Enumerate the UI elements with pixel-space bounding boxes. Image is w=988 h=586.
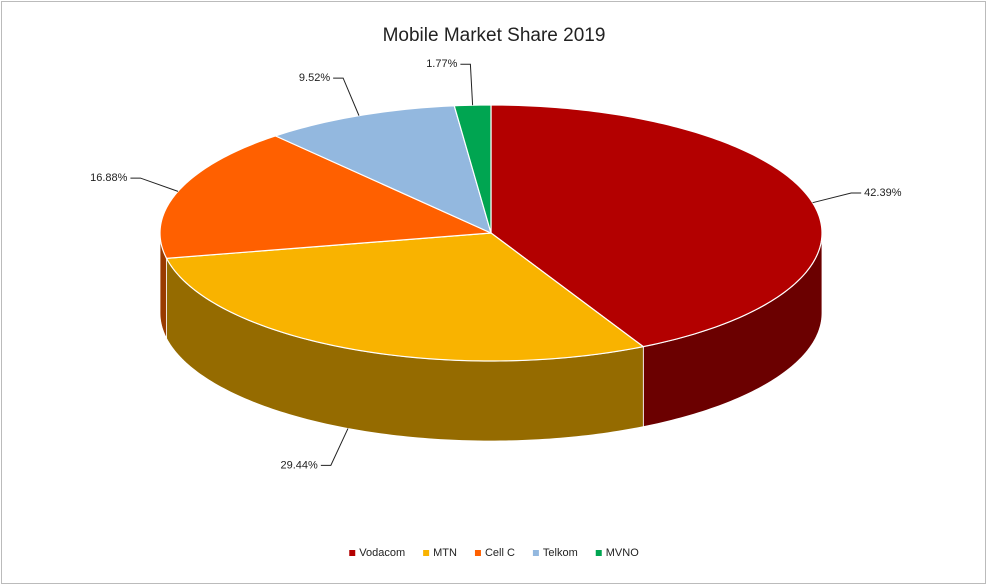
legend-label: MVNO [606, 547, 639, 559]
legend-swatch [595, 550, 602, 556]
legend-swatch [532, 550, 539, 556]
leader-line [130, 177, 179, 192]
chart-title: Mobile Market Share 2019 [383, 25, 606, 46]
legend-swatch [423, 550, 430, 556]
slice [165, 232, 645, 362]
data-label: 42.39% [864, 187, 902, 199]
leader-line [320, 428, 349, 466]
legend-label: Telkom [543, 547, 578, 559]
legend-label: MTN [433, 547, 457, 559]
legend-label: Cell C [485, 547, 515, 559]
leader-line [333, 77, 360, 116]
slice [159, 135, 492, 259]
data-label: 16.88% [90, 172, 128, 184]
leader-line [812, 192, 862, 204]
slice [453, 104, 492, 234]
data-label: 9.52% [299, 72, 330, 84]
legend-swatch [474, 550, 481, 556]
leader-line [460, 63, 474, 106]
legend-label: Vodacom [359, 547, 405, 559]
data-label: 29.44% [281, 459, 319, 471]
legend-swatch [349, 550, 356, 556]
data-label: 1.77% [426, 58, 457, 70]
